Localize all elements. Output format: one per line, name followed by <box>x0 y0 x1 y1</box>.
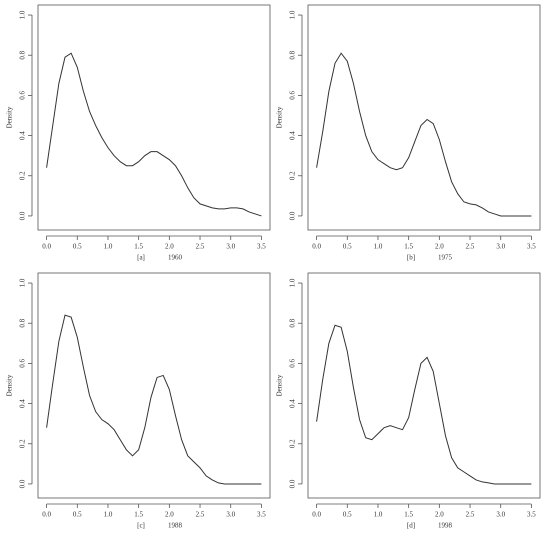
y-tick-label: 0.0 <box>19 479 27 488</box>
y-axis-label: Density <box>6 106 14 128</box>
panel: 0.0 0.5 1.0 1.5 2.0 2.5 3.0 3.5 0.0 0.2 0.4 0.6 0.8 1… <box>276 272 541 530</box>
panel-title: 1960 <box>168 254 183 262</box>
x-tick-label: 1.5 <box>404 243 413 251</box>
y-tick-label: 0.0 <box>289 211 297 220</box>
panel: 0.0 0.5 1.0 1.5 2.0 2.5 3.0 3.5 0.0 0.2 0.4 0.6 0.8 1… <box>6 272 271 530</box>
x-tick-label: 1.0 <box>104 511 113 519</box>
y-axis-label: Density <box>276 374 284 396</box>
plot-frame <box>37 4 271 231</box>
y-tick-label: 0.6 <box>19 91 27 100</box>
x-tick-label: 2.0 <box>435 511 444 519</box>
y-tick-label: 0.8 <box>289 50 297 59</box>
x-tick-label: 0.0 <box>42 511 51 519</box>
plot-frame <box>37 272 271 499</box>
x-tick-label: 0.0 <box>312 511 321 519</box>
panel-title: 1998 <box>438 522 453 530</box>
x-tick-label: 0.0 <box>42 243 51 251</box>
panel-label: [a] <box>137 254 145 262</box>
x-tick-label: 2.5 <box>466 511 475 519</box>
y-tick-label: 0.4 <box>19 131 27 140</box>
y-tick-label: 0.4 <box>289 131 297 140</box>
y-tick-label: 0.2 <box>289 171 297 180</box>
y-axis-label: Density <box>276 106 284 128</box>
y-tick-label: 0.8 <box>19 50 27 59</box>
x-tick-label: 1.0 <box>374 511 383 519</box>
y-tick-label: 1.0 <box>289 10 297 19</box>
x-tick-label: 0.5 <box>343 243 352 251</box>
panel-label: [c] <box>137 522 145 530</box>
x-tick-label: 3.5 <box>527 511 536 519</box>
density-line <box>316 52 532 217</box>
x-tick-label: 3.0 <box>496 511 505 519</box>
y-tick-label: 0.8 <box>289 318 297 327</box>
panel: 0.0 0.5 1.0 1.5 2.0 2.5 3.0 3.5 0.0 0.2 0.4 0.6 0.8 1… <box>6 4 271 262</box>
x-tick-label: 2.5 <box>196 511 205 519</box>
y-tick-label: 0.8 <box>19 318 27 327</box>
panel: 0.0 0.5 1.0 1.5 2.0 2.5 3.0 3.5 0.0 0.2 0.4 0.6 0.8 1… <box>276 4 541 262</box>
y-tick-label: 0.0 <box>289 479 297 488</box>
panel-title: 1975 <box>438 254 453 262</box>
panel-label: [d] <box>407 522 415 530</box>
y-tick-label: 1.0 <box>19 278 27 287</box>
y-tick-label: 0.6 <box>19 359 27 368</box>
panel-label: [b] <box>407 254 415 262</box>
y-tick-label: 0.6 <box>289 91 297 100</box>
x-tick-label: 3.5 <box>257 511 266 519</box>
x-tick-label: 3.5 <box>527 243 536 251</box>
x-tick-label: 0.5 <box>73 243 82 251</box>
x-tick-label: 3.5 <box>257 243 266 251</box>
x-tick-label: 0.0 <box>312 243 321 251</box>
x-tick-label: 1.0 <box>104 243 113 251</box>
x-tick-label: 1.5 <box>404 511 413 519</box>
x-tick-label: 2.5 <box>466 243 475 251</box>
x-tick-label: 2.0 <box>165 511 174 519</box>
y-tick-label: 1.0 <box>19 10 27 19</box>
x-tick-label: 2.5 <box>196 243 205 251</box>
x-tick-label: 1.0 <box>374 243 383 251</box>
y-tick-label: 0.0 <box>19 211 27 220</box>
x-tick-label: 1.5 <box>134 511 143 519</box>
panel-title: 1988 <box>168 522 183 530</box>
x-tick-label: 0.5 <box>73 511 82 519</box>
x-tick-label: 3.0 <box>226 511 235 519</box>
density-line <box>46 314 262 485</box>
plot-frame <box>307 272 541 499</box>
y-tick-label: 0.4 <box>289 399 297 408</box>
y-axis-label: Density <box>6 374 14 396</box>
y-tick-label: 0.2 <box>19 171 27 180</box>
x-tick-label: 3.0 <box>226 243 235 251</box>
y-tick-label: 0.2 <box>289 439 297 448</box>
density-line <box>316 324 532 485</box>
density-line <box>46 52 262 217</box>
x-tick-label: 2.0 <box>435 243 444 251</box>
y-tick-label: 1.0 <box>289 278 297 287</box>
x-tick-label: 3.0 <box>496 243 505 251</box>
y-tick-label: 0.4 <box>19 399 27 408</box>
x-tick-label: 2.0 <box>165 243 174 251</box>
x-tick-label: 1.5 <box>134 243 143 251</box>
plot-frame <box>307 4 541 231</box>
y-tick-label: 0.2 <box>19 439 27 448</box>
y-tick-label: 0.6 <box>289 359 297 368</box>
x-tick-label: 0.5 <box>343 511 352 519</box>
